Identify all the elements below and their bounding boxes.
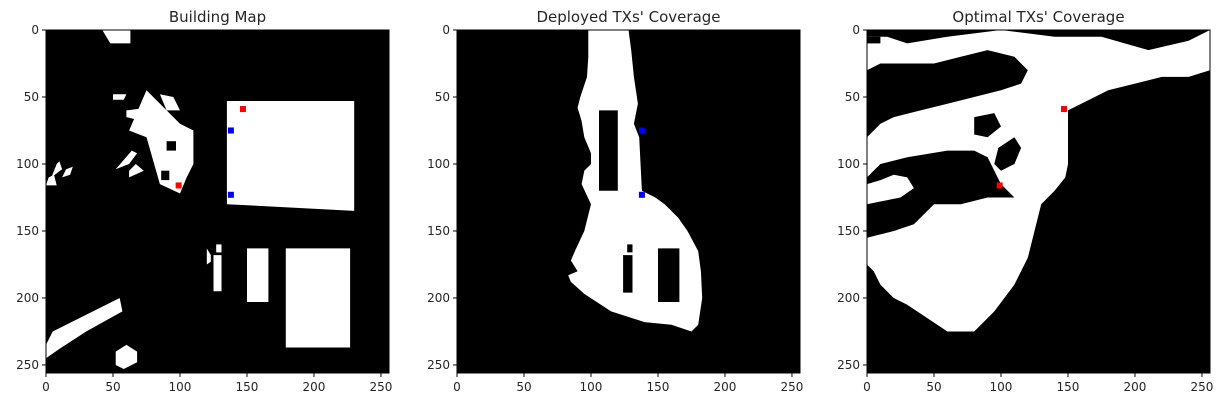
building-fragment [62, 166, 73, 178]
x-tick-label: 50 [516, 380, 531, 394]
y-tick-label: 100 [427, 157, 450, 171]
building-fragment [51, 161, 63, 178]
building-shape [216, 244, 222, 253]
x-tick-label: 150 [236, 380, 259, 394]
tx-marker [239, 106, 246, 113]
x-tick-label: 250 [370, 380, 393, 394]
shadow-region [623, 255, 633, 293]
building-fragment [46, 174, 57, 186]
building-fragment [159, 94, 180, 111]
building-fragment [129, 164, 144, 178]
y-tick-label: 250 [427, 358, 450, 372]
coverage-region [867, 30, 1210, 332]
shadow-region [568, 201, 585, 229]
shadow-region [161, 170, 170, 181]
building-fragment [102, 30, 131, 44]
building-shape [213, 255, 222, 292]
y-tick-label: 200 [837, 291, 860, 305]
y-tick-label: 0 [852, 23, 860, 37]
y-tick-label: 50 [435, 90, 450, 104]
tx-marker [638, 191, 645, 198]
y-tick-label: 0 [442, 23, 450, 37]
shadow-region [599, 110, 618, 191]
y-tick-label: 250 [837, 358, 860, 372]
building-fragment [115, 150, 138, 170]
x-tick-label: 200 [714, 380, 737, 394]
tx-marker [1060, 106, 1067, 113]
map-content [867, 30, 1210, 332]
axes-frame [45, 29, 390, 374]
y-tick-label: 100 [16, 157, 39, 171]
x-tick-label: 100 [169, 380, 192, 394]
tx-marker [175, 182, 182, 189]
building-shape [115, 344, 138, 369]
building-shape [46, 298, 123, 359]
x-tick-label: 250 [781, 380, 804, 394]
y-tick-label: 100 [837, 157, 860, 171]
y-tick-label: 50 [845, 90, 860, 104]
axes-frame [866, 29, 1211, 374]
coverage-region [867, 174, 914, 205]
tx-marker [227, 191, 234, 198]
map-content [568, 30, 703, 332]
map-content [46, 30, 355, 385]
x-tick-label: 0 [42, 380, 50, 394]
shadow-region [974, 113, 1001, 138]
x-tick-label: 0 [863, 380, 871, 394]
x-tick-label: 50 [105, 380, 120, 394]
panel-title: Optimal TXs' Coverage [952, 8, 1124, 26]
shadow-region [994, 137, 1022, 171]
x-tick-label: 200 [303, 380, 326, 394]
building-fragment [113, 94, 127, 100]
building-fragment [206, 248, 211, 265]
building-shape [285, 248, 351, 348]
tx-marker [638, 127, 645, 134]
y-tick-label: 150 [16, 224, 39, 238]
tx-marker [227, 127, 234, 134]
shadow-region [166, 141, 176, 151]
x-tick-label: 100 [990, 380, 1013, 394]
panel-title: Deployed TXs' Coverage [536, 8, 720, 26]
x-tick-label: 100 [580, 380, 603, 394]
y-tick-label: 200 [427, 291, 450, 305]
y-tick-label: 150 [427, 224, 450, 238]
building-shape [247, 248, 269, 302]
x-tick-label: 150 [1057, 380, 1080, 394]
y-tick-label: 150 [837, 224, 860, 238]
tx-marker [996, 182, 1003, 189]
x-tick-label: 50 [926, 380, 941, 394]
x-tick-label: 150 [647, 380, 670, 394]
x-tick-label: 250 [1191, 380, 1214, 394]
shadow-region [867, 36, 881, 44]
y-tick-label: 250 [16, 358, 39, 372]
y-tick-label: 200 [16, 291, 39, 305]
y-tick-label: 50 [24, 90, 39, 104]
axes-frame [456, 29, 801, 374]
shadow-region [658, 248, 680, 302]
building-shape [226, 101, 355, 211]
shadow-region [627, 244, 633, 253]
x-tick-label: 200 [1124, 380, 1147, 394]
building-shape [129, 90, 194, 194]
x-tick-label: 0 [453, 380, 461, 394]
building-fragment [126, 381, 139, 385]
y-tick-label: 0 [31, 23, 39, 37]
panel-title: Building Map [169, 8, 266, 26]
